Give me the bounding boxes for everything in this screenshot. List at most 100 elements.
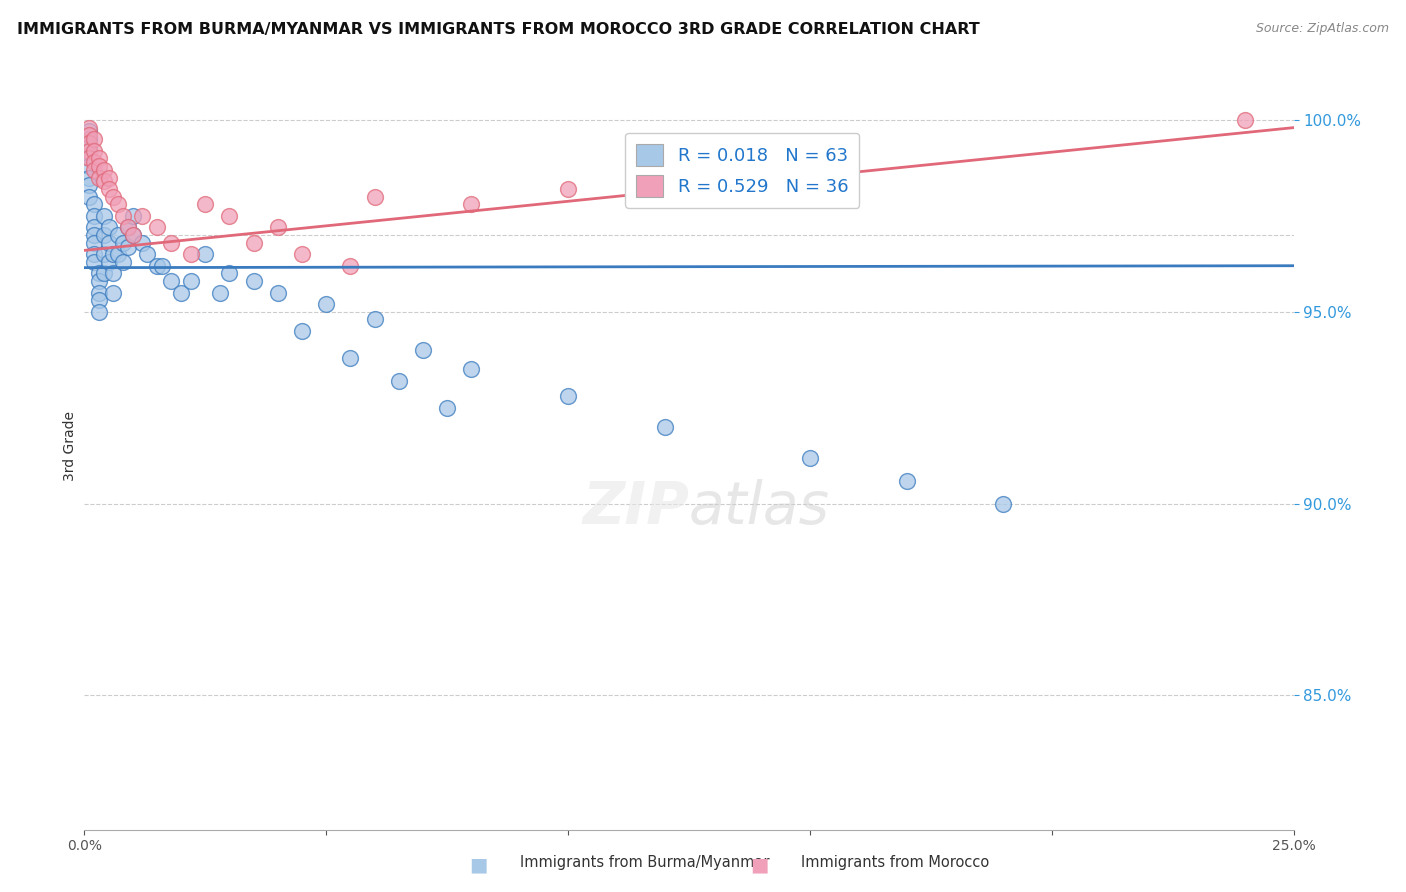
Point <box>117 220 139 235</box>
Point <box>112 209 135 223</box>
Point <box>291 324 314 338</box>
Point <box>460 362 482 376</box>
Point <box>1234 112 1257 127</box>
Point <box>131 209 153 223</box>
Point <box>93 174 115 188</box>
Point <box>363 312 385 326</box>
Point <box>77 189 100 203</box>
Point <box>77 151 100 165</box>
Point <box>77 136 100 150</box>
Point <box>412 343 434 357</box>
Point <box>993 496 1015 510</box>
Point <box>121 227 143 242</box>
Point <box>107 247 129 261</box>
Point <box>97 170 120 185</box>
Point <box>267 285 290 300</box>
Point <box>77 178 100 193</box>
Point <box>460 197 482 211</box>
Point <box>339 259 361 273</box>
Point <box>83 209 105 223</box>
Point <box>194 247 217 261</box>
Point <box>97 182 120 196</box>
Text: Immigrants from Burma/Myanmar: Immigrants from Burma/Myanmar <box>520 855 769 870</box>
Point <box>83 155 105 169</box>
Point <box>557 389 579 403</box>
Point <box>160 235 183 250</box>
Point <box>97 220 120 235</box>
Text: ZIP: ZIP <box>582 479 689 536</box>
Legend: R = 0.018   N = 63, R = 0.529   N = 36: R = 0.018 N = 63, R = 0.529 N = 36 <box>626 133 859 208</box>
Point <box>93 209 115 223</box>
Point <box>107 227 129 242</box>
Point <box>87 159 110 173</box>
Point <box>83 162 105 177</box>
Point <box>150 259 173 273</box>
Point <box>242 274 264 288</box>
Point <box>388 374 411 388</box>
Point <box>194 197 217 211</box>
Text: IMMIGRANTS FROM BURMA/MYANMAR VS IMMIGRANTS FROM MOROCCO 3RD GRADE CORRELATION C: IMMIGRANTS FROM BURMA/MYANMAR VS IMMIGRA… <box>17 22 980 37</box>
Text: atlas: atlas <box>689 479 830 536</box>
Point <box>93 266 115 280</box>
Point <box>131 235 153 250</box>
Y-axis label: 3rd Grade: 3rd Grade <box>63 411 77 481</box>
Point <box>77 132 100 146</box>
Point <box>896 474 918 488</box>
Point <box>93 247 115 261</box>
Point <box>83 220 105 235</box>
Point <box>77 159 100 173</box>
Point <box>87 304 110 318</box>
Point <box>799 450 821 465</box>
Point <box>83 235 105 250</box>
Point <box>121 209 143 223</box>
Point <box>97 235 120 250</box>
Point <box>267 220 290 235</box>
Point <box>103 285 125 300</box>
Text: ■: ■ <box>468 855 488 875</box>
Point <box>77 151 100 165</box>
Point <box>180 274 202 288</box>
Point <box>83 255 105 269</box>
Point <box>83 132 105 146</box>
Point <box>93 227 115 242</box>
Point <box>112 255 135 269</box>
Point <box>654 419 676 434</box>
Point <box>77 144 100 158</box>
Point <box>242 235 264 250</box>
Text: ■: ■ <box>749 855 769 875</box>
Point <box>87 266 110 280</box>
Point <box>112 235 135 250</box>
Point <box>180 247 202 261</box>
Point <box>93 162 115 177</box>
Point <box>83 197 105 211</box>
Point <box>315 297 337 311</box>
Text: Immigrants from Morocco: Immigrants from Morocco <box>801 855 990 870</box>
Point <box>77 140 100 154</box>
Point <box>77 170 100 185</box>
Point <box>103 189 125 203</box>
Point <box>117 239 139 253</box>
Point <box>97 255 120 269</box>
Point <box>146 220 169 235</box>
Point <box>103 266 125 280</box>
Point <box>87 274 110 288</box>
Point <box>77 120 100 135</box>
Point <box>83 247 105 261</box>
Point <box>87 151 110 165</box>
Point <box>363 189 385 203</box>
Point <box>77 128 100 143</box>
Point <box>83 227 105 242</box>
Point <box>218 266 240 280</box>
Point <box>107 197 129 211</box>
Point <box>103 247 125 261</box>
Point <box>87 170 110 185</box>
Point <box>77 124 100 138</box>
Text: Source: ZipAtlas.com: Source: ZipAtlas.com <box>1256 22 1389 36</box>
Point <box>170 285 193 300</box>
Point <box>208 285 231 300</box>
Point <box>117 220 139 235</box>
Point <box>160 274 183 288</box>
Point <box>136 247 159 261</box>
Point <box>83 144 105 158</box>
Point <box>291 247 314 261</box>
